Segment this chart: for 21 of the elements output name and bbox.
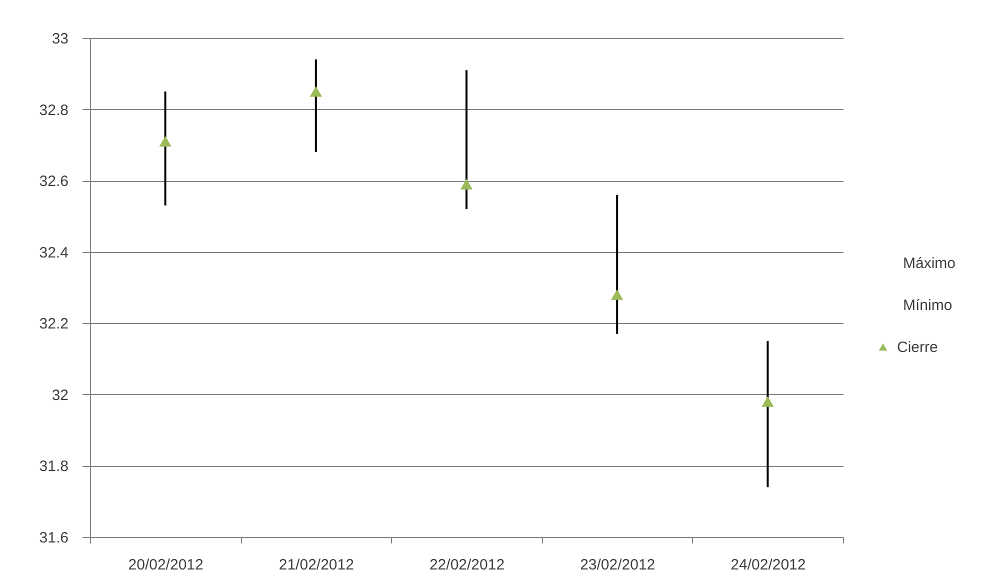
- y-tick-label: 31.8: [39, 458, 68, 476]
- x-tick-label: 22/02/2012: [429, 556, 505, 574]
- y-tick-label: 32.2: [39, 316, 68, 333]
- y-tick-label: 32.6: [39, 173, 68, 190]
- y-tick-label: 32.8: [39, 102, 68, 119]
- text: Máximo: [903, 254, 956, 272]
- x-tick-label: 21/02/2012: [278, 556, 354, 574]
- point: [460, 178, 473, 190]
- text: Mínimo: [903, 296, 952, 314]
- legend-label: Cierre: [897, 338, 938, 356]
- x-tick-label: 20/02/2012: [128, 556, 204, 574]
- x-tick-label: 23/02/2012: [580, 556, 656, 574]
- y-tick-label: 32: [52, 386, 68, 404]
- point: [310, 86, 322, 97]
- x-tick-label: 24/02/2012: [730, 556, 806, 574]
- y-tick-label: 32.4: [39, 244, 68, 262]
- y-tick-label: 33: [52, 30, 68, 48]
- point: [762, 396, 774, 407]
- point: [159, 136, 172, 147]
- y-tick-label: 31.6: [39, 530, 68, 546]
- point: [610, 289, 624, 300]
